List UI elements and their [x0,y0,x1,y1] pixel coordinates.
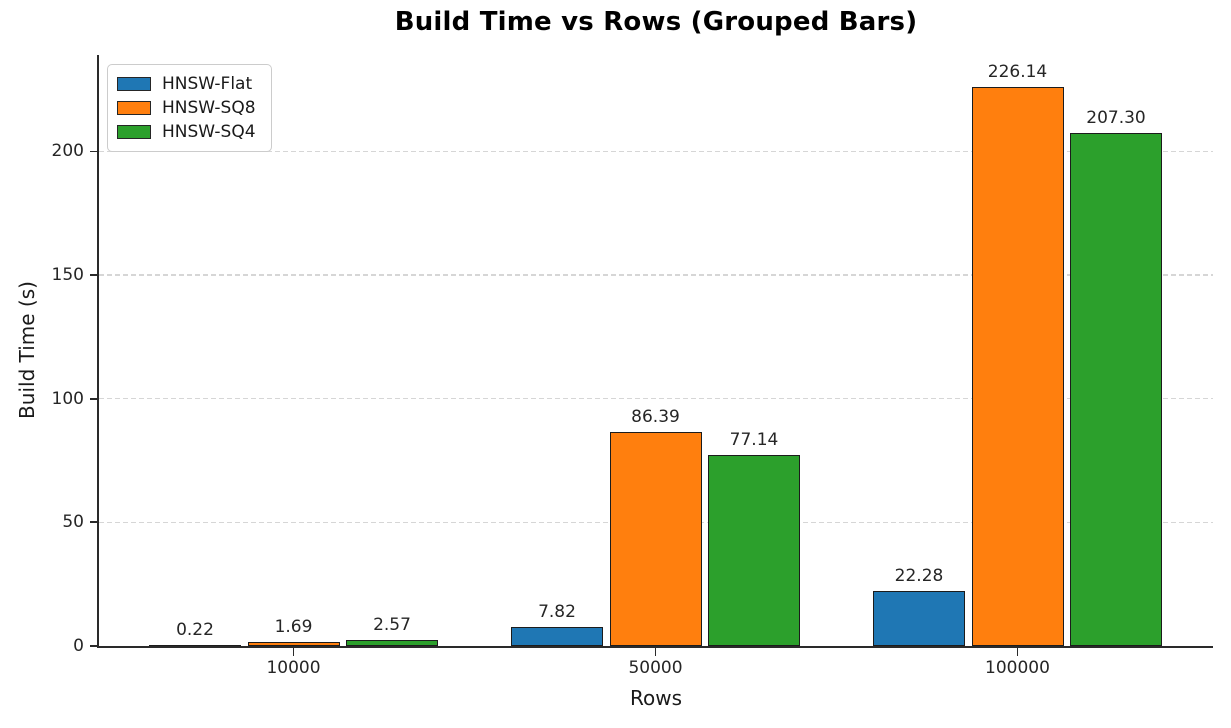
y-tick-label-0: 0 [73,636,84,656]
y-tick-label-200: 200 [51,141,84,162]
legend-swatch-hnsw-sq8-icon [117,101,151,115]
legend-label-hnsw-sq4: HNSW-SQ4 [162,122,256,142]
x-axis-spine [97,646,1213,648]
gridline-100 [99,398,1213,400]
y-tick-mark-0 [90,645,99,647]
bar-hnsw-sq8-50000 [609,432,702,646]
bar-value-label-hnsw-sq8-10000: 1.69 [274,616,313,637]
bar-value-label-hnsw-sq8-50000: 86.39 [631,407,680,428]
bar-value-label-hnsw-flat-100000: 22.28 [894,565,944,586]
legend-item-hnsw-sq8: HNSW-SQ8 [117,96,256,120]
y-tick-label-50: 50 [62,512,84,533]
bar-value-label-hnsw-flat-50000: 7.82 [538,601,576,622]
y-tick-label-100: 100 [51,388,84,409]
bar-hnsw-sq4-100000 [1070,133,1162,646]
y-tick-mark-200 [90,150,99,153]
bar-hnsw-sq4-50000 [708,455,800,646]
gridline-150 [99,274,1213,276]
legend-swatch-hnsw-sq4-icon [117,125,151,139]
bar-value-label-hnsw-sq4-10000: 2.57 [373,614,411,635]
x-tick-mark-50000 [654,648,657,656]
bar-value-label-hnsw-sq8-100000: 226.14 [987,61,1048,82]
gridline-200 [99,150,1213,153]
bar-value-label-hnsw-flat-10000: 0.22 [176,620,214,641]
y-axis-spine [97,55,99,648]
legend-item-hnsw-sq4: HNSW-SQ4 [117,120,256,144]
x-tick-mark-10000 [292,648,295,656]
x-axis-label: Rows [629,686,682,710]
y-tick-mark-50 [90,521,99,524]
bar-value-label-hnsw-sq4-100000: 207.30 [1086,108,1146,129]
legend: HNSW-Flat HNSW-SQ8 HNSW-SQ4 [107,64,272,152]
legend-label-hnsw-sq8: HNSW-SQ8 [162,98,256,118]
chart-title: Build Time vs Rows (Grouped Bars) [394,7,918,37]
bar-value-label-hnsw-sq4-50000: 77.14 [729,430,779,451]
bar-hnsw-sq8-10000 [247,641,340,646]
y-tick-label-150: 150 [51,265,84,286]
x-tick-label-100000: 100000 [985,658,1050,678]
x-tick-label-10000: 10000 [266,658,321,678]
legend-item-hnsw-flat: HNSW-Flat [117,72,256,96]
y-tick-mark-150 [90,274,99,276]
x-tick-mark-100000 [1016,648,1019,656]
legend-label-hnsw-flat: HNSW-Flat [162,74,253,94]
bar-hnsw-flat-50000 [511,626,603,646]
legend-swatch-hnsw-flat-icon [117,77,151,91]
bar-hnsw-sq8-100000 [971,86,1064,646]
x-tick-label-50000: 50000 [628,658,683,678]
y-tick-mark-100 [90,397,99,400]
bar-hnsw-sq4-10000 [346,639,438,646]
bar-hnsw-flat-100000 [873,590,965,646]
